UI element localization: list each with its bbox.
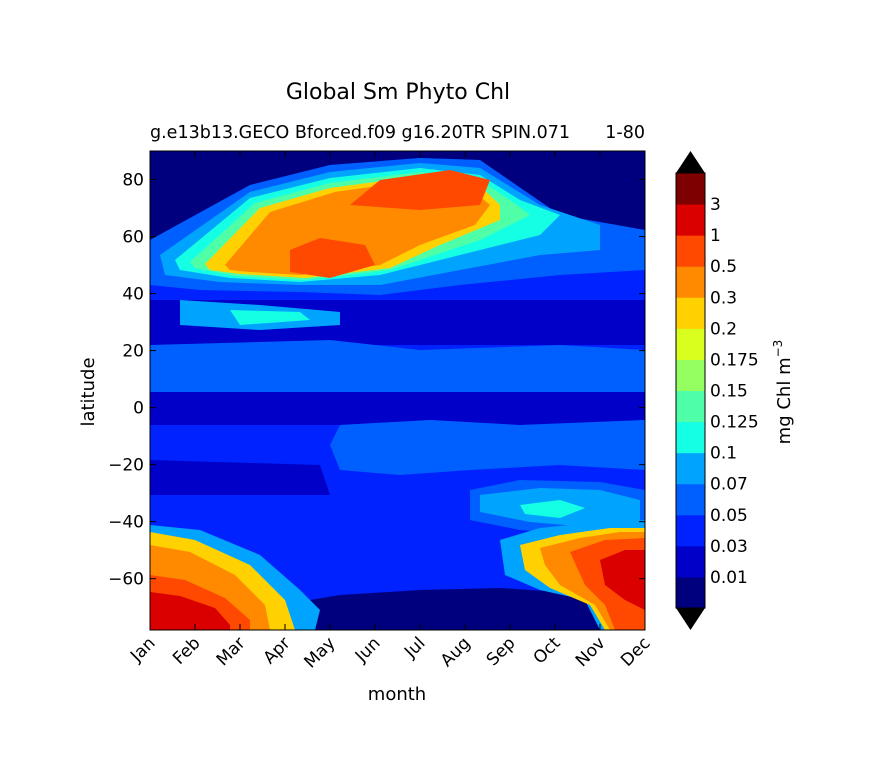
colorbar-tick-label: 0.15 [710, 382, 748, 402]
colorbar-tick-label: 1 [710, 226, 721, 246]
colorbar-segment [676, 390, 705, 423]
x-tick-label: Sep [483, 633, 520, 670]
y-tick-label: −40 [108, 513, 144, 533]
colorbar-segment [676, 297, 705, 329]
contour-band-0.03 [150, 460, 330, 495]
colorbar-segment [676, 545, 705, 578]
y-tick-label: 20 [122, 342, 144, 362]
colorbar-tick-label: 0.01 [710, 568, 748, 588]
colorbar-segment [676, 266, 705, 298]
chart-title: Global Sm Phyto Chl [286, 80, 510, 105]
colorbar-tick-label: 0.03 [710, 537, 748, 557]
colorbar-segment [676, 452, 705, 485]
colorbar-segment [676, 421, 705, 454]
colorbar-extend-min [676, 608, 705, 630]
x-tick-label: Mar [213, 633, 250, 670]
colorbar-label-exponent: −3 [771, 340, 785, 358]
chart-subtitle-overlap: 1-80 [605, 123, 645, 143]
x-tick-label: Aug [437, 633, 475, 671]
colorbar-tick-label: 0.07 [710, 475, 748, 495]
y-tick-label: 0 [133, 399, 144, 419]
y-axis-label: latitude [78, 357, 99, 426]
colorbar-segment [676, 483, 705, 516]
colorbar-frame [675, 172, 706, 609]
y-tick-label: 80 [122, 171, 144, 191]
x-tick-label: Jun [351, 633, 385, 667]
colorbar-tick-label: 0.3 [710, 288, 737, 308]
contour-band-0.03 [150, 392, 645, 425]
colorbar-tick-label: 0.1 [710, 444, 737, 464]
contour-band-0.03 [390, 328, 540, 340]
chart-subtitle: g.e13b13.GECO Bforced.f09 g16.20TR SPIN.… [150, 123, 570, 143]
y-tick-label: −20 [108, 456, 144, 476]
colorbar-tick-label: 0.5 [710, 257, 737, 277]
colorbar-segment [676, 359, 705, 391]
colorbar-segment [676, 576, 705, 609]
y-tick-label: −60 [108, 570, 144, 590]
colorbar-tick-label: 0.125 [710, 413, 759, 433]
colorbar-extend-max [676, 151, 705, 173]
colorbar-label: mg Chl m−3 [771, 340, 795, 445]
contour-band-0.01 [150, 151, 645, 240]
colorbar-tick-label: 0.175 [710, 350, 759, 370]
colorbar-segment [676, 328, 705, 360]
colorbar-tick-label: 3 [710, 195, 721, 215]
contour-band-0.01 [310, 588, 600, 630]
x-axis-label: month [368, 684, 426, 705]
plot-frame [149, 150, 646, 631]
colorbar-tick-label: 0.05 [710, 506, 748, 526]
colorbar-segment [676, 173, 705, 205]
colorbar: 0.01 0.03 0.05 0.07 0.1 0.125 0.15 0.175 0.2 0.3 0… [675, 151, 759, 630]
x-tick-label: May [301, 633, 340, 672]
contour-band-0.5 [350, 170, 490, 210]
contour-band-0.07 [150, 340, 645, 392]
contour-plot [150, 151, 645, 630]
x-tick-label: Jul [400, 633, 429, 662]
x-tick-label: Apr [260, 633, 295, 668]
x-tick-label: Jan [126, 633, 159, 666]
colorbar-tick-label: 0.2 [710, 319, 737, 339]
x-tick-label: Oct [530, 633, 565, 668]
contour-band-0.125 [230, 310, 310, 325]
y-axis-ticks: 80 60 40 20 0 −20 −40 −60 [108, 171, 645, 590]
colorbar-segment [676, 235, 705, 267]
colorbar-label-text: mg Chl m [774, 357, 795, 444]
x-tick-label: Nov [572, 633, 610, 671]
x-tick-label: Dec [617, 633, 654, 670]
y-tick-label: 40 [122, 285, 144, 305]
colorbar-segment [676, 204, 705, 236]
contour-band-0.07 [330, 420, 645, 475]
y-tick-label: 60 [122, 228, 144, 248]
contour-band-1 [150, 592, 230, 630]
contour-band-1 [600, 550, 645, 610]
contour-band-0.125 [520, 500, 585, 518]
contour-band-0.5 [290, 238, 375, 278]
x-tick-label: Feb [169, 633, 204, 668]
colorbar-segment [676, 514, 705, 547]
